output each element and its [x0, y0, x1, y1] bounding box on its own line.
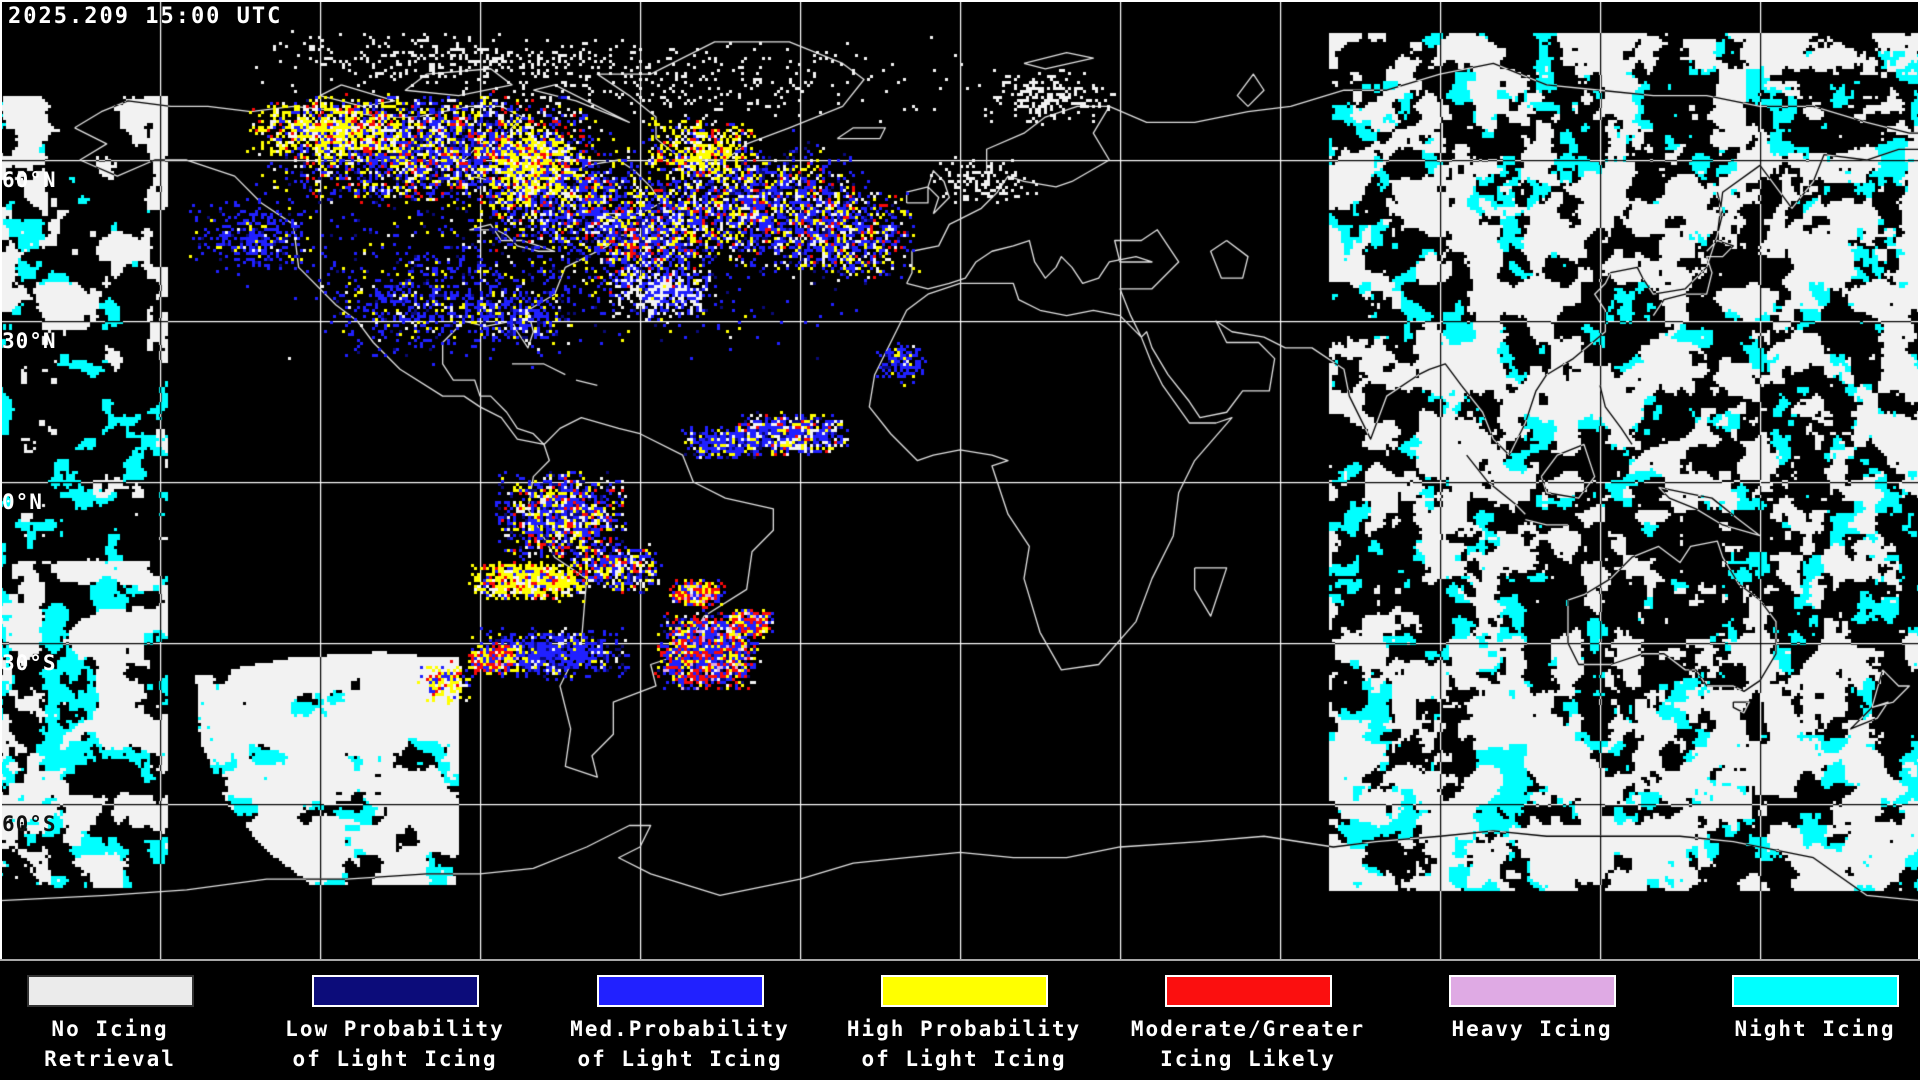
legend-label: Heavy Icing: [1451, 1017, 1613, 1041]
legend-label: High Probability of Light Icing: [846, 1017, 1082, 1071]
legend-item-moderate-greater: Moderate/Greater Icing Likely: [1112, 975, 1384, 1074]
legend-label: No Icing Retrieval: [44, 1017, 176, 1071]
night-icing-swatch: [1731, 975, 1899, 1007]
lat-label-30n: 30°N: [2, 329, 57, 353]
legend-item-med-probability: Med.Probability of Light Icing: [544, 975, 816, 1074]
legend-label: Med.Probability of Light Icing: [570, 1017, 790, 1071]
heavy-icing-swatch: [1448, 975, 1616, 1007]
no-icing-swatch: [26, 975, 194, 1007]
legend-label: Night Icing: [1734, 1017, 1896, 1041]
legend-item-high-probability: High Probability of Light Icing: [828, 975, 1100, 1074]
lat-label-0n: 0°N: [2, 490, 43, 514]
med-probability-swatch: [596, 975, 764, 1007]
world-map-canvas: [0, 0, 1920, 959]
legend: No Icing Retrieval Low Probability of Ligh…: [0, 961, 1920, 1080]
legend-label: Moderate/Greater Icing Likely: [1130, 1017, 1366, 1071]
map-border-right: [1918, 0, 1920, 959]
high-probability-swatch: [880, 975, 1048, 1007]
legend-item-low-probability: Low Probability of Light Icing: [259, 975, 531, 1074]
lat-label-30s: 30°S: [2, 651, 57, 675]
map-border-top: [0, 0, 1920, 2]
lat-label-60s: 60°S: [2, 812, 57, 836]
legend-item-night-icing: Night Icing: [1679, 975, 1920, 1044]
moderate-greater-swatch: [1164, 975, 1332, 1007]
legend-item-heavy-icing: Heavy Icing: [1396, 975, 1668, 1044]
legend-label: Low Probability of Light Icing: [285, 1017, 505, 1071]
map-border-left: [0, 0, 2, 959]
timestamp: 2025.209 15:00 UTC: [8, 4, 283, 29]
legend-item-no-icing: No Icing Retrieval: [0, 975, 246, 1074]
map-legend-separator: [0, 959, 1920, 961]
lat-label-60n: 60°N: [2, 168, 57, 192]
low-probability-swatch: [311, 975, 479, 1007]
